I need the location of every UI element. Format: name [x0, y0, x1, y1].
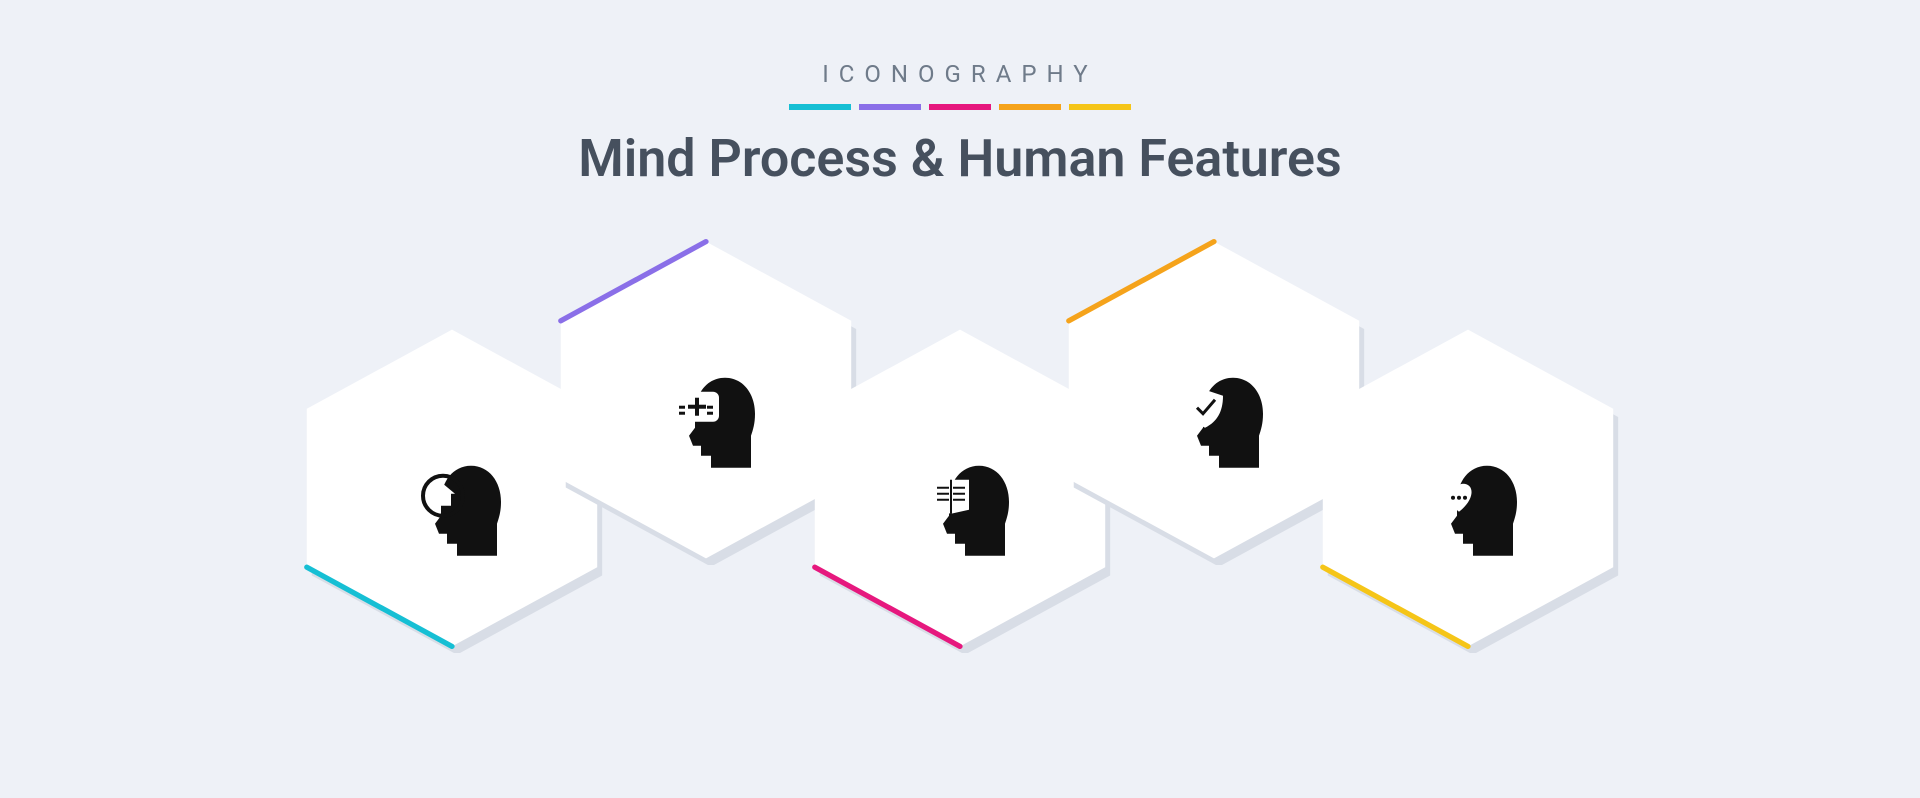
book-icon [905, 454, 1015, 568]
hex-row [0, 279, 1920, 699]
hex-tile-4 [1303, 323, 1633, 703]
stripe-1 [859, 104, 921, 110]
page-title: Mind Process & Human Features [578, 128, 1342, 189]
brand-stripes [578, 104, 1342, 110]
shield-icon [1159, 366, 1269, 480]
stripe-2 [929, 104, 991, 110]
header: ICONOGRAPHY Mind Process & Human Feature… [578, 60, 1342, 189]
stripe-4 [1069, 104, 1131, 110]
brand-label: ICONOGRAPHY [578, 60, 1342, 88]
stripe-0 [789, 104, 851, 110]
stripe-3 [999, 104, 1061, 110]
plus-icon [651, 366, 761, 480]
home-icon [397, 454, 507, 568]
heart-icon [1413, 454, 1523, 568]
canvas: ICONOGRAPHY Mind Process & Human Feature… [0, 0, 1920, 798]
